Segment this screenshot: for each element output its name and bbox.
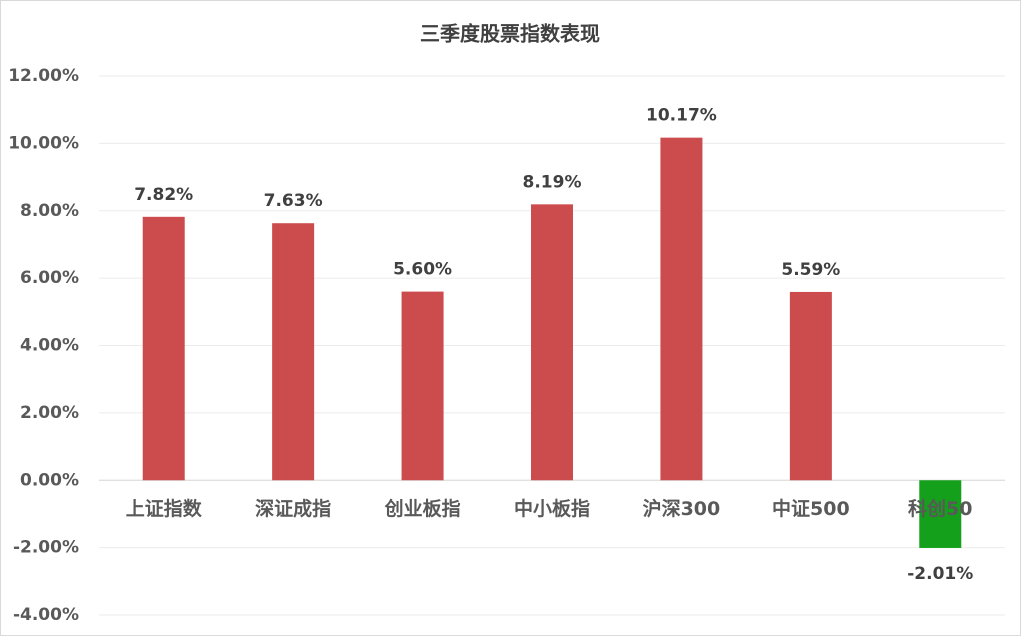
y-tick-label: 12.00% <box>8 66 79 86</box>
x-tick-label: 沪深300 <box>643 497 721 520</box>
y-tick-label: 6.00% <box>20 268 79 288</box>
y-tick-label: 0.00% <box>20 470 79 490</box>
bar <box>789 291 832 481</box>
y-tick-label: -4.00% <box>13 605 79 625</box>
bar <box>531 204 573 481</box>
value-label: 5.60% <box>393 260 452 280</box>
bar <box>401 291 444 481</box>
y-tick-label: 10.00% <box>8 133 79 153</box>
y-tick-label: -2.00% <box>13 538 79 558</box>
chart-title: 三季度股票指数表现 <box>420 22 600 46</box>
y-tick-label: 8.00% <box>20 201 79 221</box>
bar <box>660 137 703 481</box>
x-tick-label: 科创50 <box>908 497 972 520</box>
y-tick-label: 2.00% <box>20 403 79 423</box>
value-label: -2.01% <box>907 564 973 584</box>
x-tick-label: 中证500 <box>772 497 850 520</box>
bar <box>919 480 962 548</box>
value-label: 7.82% <box>134 185 193 205</box>
value-label: 7.63% <box>264 191 323 211</box>
x-tick-label: 中小板指 <box>514 497 590 520</box>
y-tick-label: 4.00% <box>20 336 79 356</box>
value-label: 10.17% <box>646 106 717 126</box>
x-tick-label: 创业板指 <box>384 497 461 520</box>
bar <box>272 223 315 481</box>
x-tick-label: 上证指数 <box>126 497 203 520</box>
value-label: 5.59% <box>781 260 840 280</box>
x-tick-label: 深证成指 <box>255 497 331 520</box>
value-label: 8.19% <box>523 172 582 192</box>
bar <box>142 216 185 481</box>
